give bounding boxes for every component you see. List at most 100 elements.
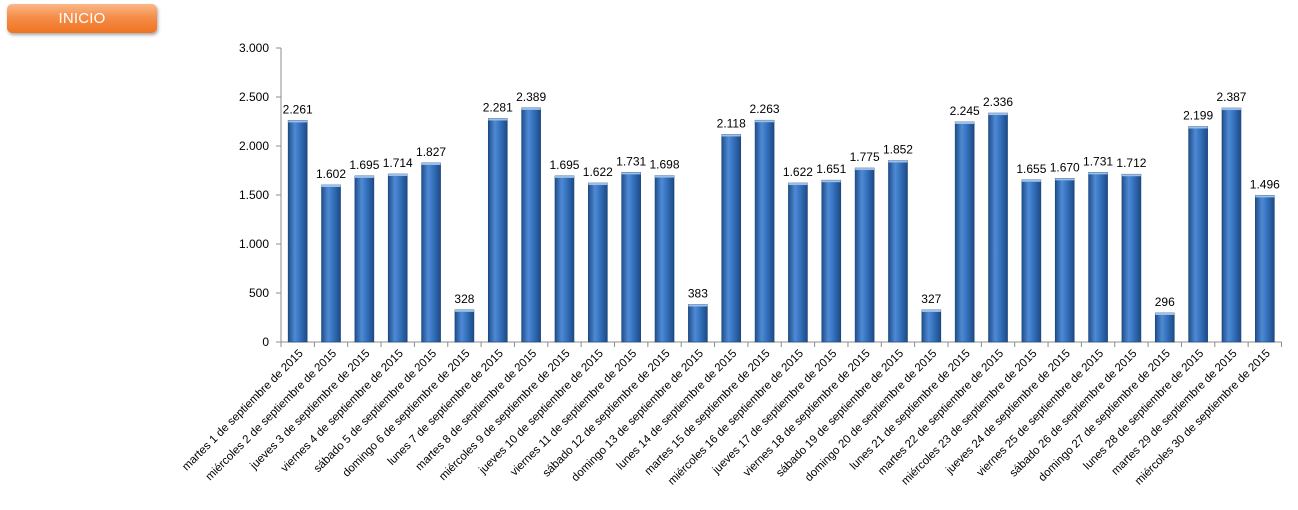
category-label: martes 29 de septiembre de 2015 xyxy=(1110,348,1240,478)
data-label: 2.199 xyxy=(1183,108,1213,122)
bar xyxy=(754,119,775,343)
data-label: 1.602 xyxy=(316,167,346,181)
bar xyxy=(921,309,942,343)
data-label: 1.827 xyxy=(416,145,446,159)
data-label: 1.775 xyxy=(850,150,880,164)
bar-cap xyxy=(588,183,608,186)
category-label: lunes 28 de septiembre de 2015 xyxy=(1082,348,1207,473)
bar xyxy=(1121,173,1142,343)
bar-cap xyxy=(655,175,675,178)
bar-cap xyxy=(288,120,308,123)
bar xyxy=(854,167,875,343)
y-tick-label: 3.000 xyxy=(239,41,269,55)
bar xyxy=(621,172,641,343)
bar xyxy=(821,179,842,343)
bar xyxy=(354,175,375,343)
bar xyxy=(1255,195,1275,343)
y-tick-label: 500 xyxy=(249,286,269,300)
bar-cap xyxy=(554,175,574,178)
bar-cap xyxy=(1121,174,1141,177)
data-label: 1.695 xyxy=(349,158,379,172)
data-label: 328 xyxy=(454,292,474,306)
bar-cap xyxy=(688,304,708,307)
y-tick-label: 1.000 xyxy=(239,237,269,251)
bar xyxy=(554,175,575,343)
bar xyxy=(521,107,541,343)
data-label: 1.852 xyxy=(883,143,913,157)
bar-cap xyxy=(888,160,908,163)
bar xyxy=(1054,178,1075,343)
bar xyxy=(421,162,441,343)
data-label: 2.389 xyxy=(516,90,546,104)
bar xyxy=(1021,179,1042,343)
category-label: martes 8 de septiembre de 2015 xyxy=(414,348,540,474)
bar-cap xyxy=(1221,108,1241,111)
data-label: 2.245 xyxy=(950,104,980,118)
category-label: martes 1 de septiembre de 2015 xyxy=(180,348,306,474)
bar-cap xyxy=(1021,179,1041,182)
data-label: 1.655 xyxy=(1016,162,1046,176)
bar xyxy=(721,134,742,343)
data-label: 296 xyxy=(1155,295,1175,309)
bar xyxy=(688,304,708,343)
bar-cap xyxy=(388,174,408,177)
bar-cap xyxy=(354,175,374,178)
bar-cap xyxy=(1155,312,1175,315)
bar xyxy=(1154,312,1175,343)
bar xyxy=(1188,126,1208,343)
data-label: 2.281 xyxy=(483,100,513,114)
data-label: 1.712 xyxy=(1116,156,1146,170)
bar-cap xyxy=(855,168,875,171)
y-tick-label: 0 xyxy=(262,335,269,349)
data-label: 2.261 xyxy=(283,102,313,116)
bar xyxy=(487,118,508,343)
bar xyxy=(454,309,475,343)
data-label: 2.118 xyxy=(717,116,746,130)
bar-cap xyxy=(454,309,474,312)
bar-cap xyxy=(521,107,541,110)
bar-cap xyxy=(988,113,1008,116)
category-label: lunes 14 de septiembre de 2015 xyxy=(615,348,740,473)
category-label: jueves 3 de septiembre de 2015 xyxy=(248,348,373,473)
bar xyxy=(954,121,975,343)
data-label: 1.622 xyxy=(583,165,613,179)
bar xyxy=(1221,107,1242,343)
bar-cap xyxy=(788,183,808,186)
data-label: 1.622 xyxy=(783,165,813,179)
bar xyxy=(988,112,1008,343)
bar-cap xyxy=(1188,126,1208,129)
data-label: 327 xyxy=(921,292,941,306)
category-label: viernes 4 de septiembre de 2015 xyxy=(279,348,406,475)
data-label: 1.731 xyxy=(1083,154,1113,168)
y-tick-label: 2.000 xyxy=(239,139,269,153)
data-label: 1.670 xyxy=(1050,160,1080,174)
data-label: 1.714 xyxy=(383,156,413,170)
inicio-button[interactable]: INICIO xyxy=(7,4,157,33)
bar xyxy=(788,182,808,343)
bar xyxy=(654,175,675,343)
bar xyxy=(287,120,308,343)
data-label: 2.336 xyxy=(983,95,1013,109)
bar-cap xyxy=(921,309,941,312)
bar xyxy=(1088,172,1108,343)
bar-cap xyxy=(1255,195,1275,198)
bar xyxy=(387,173,408,343)
data-label: 2.387 xyxy=(1216,90,1246,104)
bar xyxy=(588,182,608,343)
data-label: 2.263 xyxy=(750,102,780,116)
bar-cap xyxy=(488,118,508,121)
bar xyxy=(321,184,341,343)
bar-cap xyxy=(955,121,975,124)
data-label: 1.496 xyxy=(1250,177,1280,191)
data-label: 1.695 xyxy=(549,158,579,172)
bar-cap xyxy=(421,162,441,165)
bar-cap xyxy=(755,120,775,123)
bar-cap xyxy=(321,185,341,188)
data-label: 1.731 xyxy=(616,154,646,168)
y-tick-label: 1.500 xyxy=(239,188,269,202)
data-label: 1.651 xyxy=(816,162,846,176)
bar-cap xyxy=(721,134,741,137)
category-label: sábado 5 de septiembre de 2015 xyxy=(312,348,439,475)
data-label: 383 xyxy=(688,286,708,300)
